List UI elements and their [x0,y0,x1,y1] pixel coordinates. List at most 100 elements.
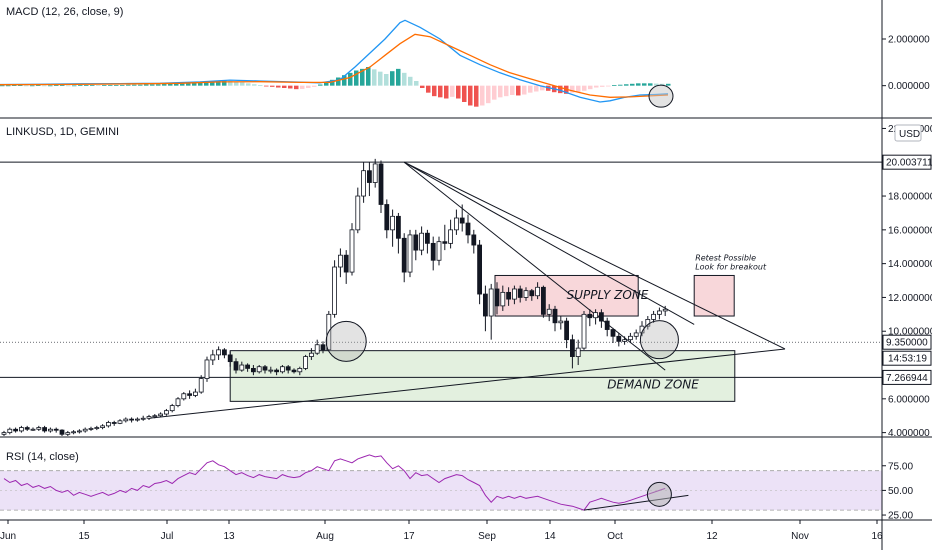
macd-histogram-bar [336,77,341,86]
candle-body [274,369,280,373]
candle-body [442,241,448,244]
macd-histogram-bar [468,85,473,106]
macd-histogram-bar [378,71,383,86]
candle-body [181,393,187,400]
retest-box [693,274,735,317]
candle-body [239,364,245,371]
macd-histogram-bar [198,82,203,86]
candle-body [459,217,465,224]
candle-body [378,163,384,205]
macd-tick-label: 2.000000 [888,35,930,46]
price-label-text: 20.003711 [886,158,932,169]
currency-badge [894,124,922,142]
candle-body [407,234,413,273]
retest-circle [639,320,679,360]
candle-body [77,430,82,433]
candle-body [662,308,668,312]
candle-body [94,427,100,429]
candle-body [291,369,297,373]
x-tick-label: 13 [223,531,235,542]
candle-body [604,320,610,330]
candle-body [256,366,262,373]
macd-histogram-bar [420,85,425,88]
macd-histogram-bar [204,81,209,86]
macd-histogram-bar [276,85,281,88]
macd-histogram-bar [390,71,395,86]
rsi-y-axis: 75.00 50.00 25.00 [882,461,913,522]
macd-histogram-bar [474,85,479,107]
macd-histogram-bar [414,81,419,86]
macd-histogram-bar [54,85,59,86]
price-title: LINKUSD, 1D, GEMINI [6,126,119,138]
macd-histogram-bar [372,69,377,86]
x-axis: Jun 15 Jul 13 Aug 17 Sep 14 Oct 12 Nov 16 [0,520,883,542]
candle-body [529,290,535,297]
candle-body [198,378,204,393]
horizontal-lines [0,161,882,378]
candle-body [401,237,407,273]
macd-histogram-bar [312,85,317,87]
x-tick-label: Jun [0,531,16,542]
price-tick-label: 14.000000 [888,259,932,270]
candle-body [581,313,587,349]
countdown-label: 14:53:19 [888,354,927,365]
candle-body [24,427,30,430]
macd-pane: MACD (12, 26, close, 9) 2.000000 0.000000 [0,6,930,108]
candle-body [158,413,164,417]
rsi-tick-label: 75.00 [888,461,913,472]
macd-histogram-bar [84,85,89,86]
candle-body [482,293,488,317]
macd-histogram-bar [354,70,359,86]
macd-histogram-bar [132,84,137,86]
candle-body [349,229,355,273]
macd-histogram-bar [108,84,113,86]
candle-body [146,416,152,419]
macd-histogram-bar [66,85,71,87]
macd-histogram-bar [456,85,461,99]
candle-body [106,422,111,427]
candle-body [471,234,477,246]
rsi-tick-label: 25.00 [888,511,913,522]
candle-body [657,310,662,315]
macd-histogram-bar [156,84,161,86]
candle-body [88,427,94,430]
macd-histogram-bar [348,72,353,86]
macd-histogram-bar [570,85,575,93]
macd-histogram-bar [438,85,443,98]
macd-histogram-bar [342,75,347,86]
macd-histogram-bar [324,82,329,86]
retest-annotation: Retest Possible [695,253,756,262]
candle-body [187,393,193,396]
macd-histogram-bar [96,85,101,86]
rsi-title: RSI (14, close) [6,451,79,463]
candle-body [279,366,285,373]
candle-body [465,222,471,236]
macd-histogram-bar [120,84,125,86]
macd-histogram-bar [432,85,437,97]
candle-body [494,288,500,307]
candle-body [610,329,616,337]
macd-histogram-bar [228,81,233,86]
macd-histogram-bar [174,83,179,86]
candle-body [413,234,419,251]
rsi-tick-label: 50.00 [888,486,913,497]
macd-histogram-bar [294,85,299,90]
x-tick-label: 17 [403,531,415,542]
candle-body [512,288,517,300]
macd-histogram-bar [240,82,245,86]
descending-trendline-inner [403,161,695,325]
candle-body [506,291,512,300]
macd-histogram-bar [504,85,509,97]
macd-histogram-bar [330,79,335,86]
candle-body [541,286,546,315]
macd-histogram-bar [234,81,239,86]
candle-body [100,425,105,428]
candles [1,158,668,436]
candle-body [13,428,19,432]
candle-body [210,354,216,361]
price-tick-label: 18.000000 [888,192,932,203]
candle-body [268,369,274,372]
macd-histogram-bar [582,85,587,91]
candle-body [227,354,233,363]
